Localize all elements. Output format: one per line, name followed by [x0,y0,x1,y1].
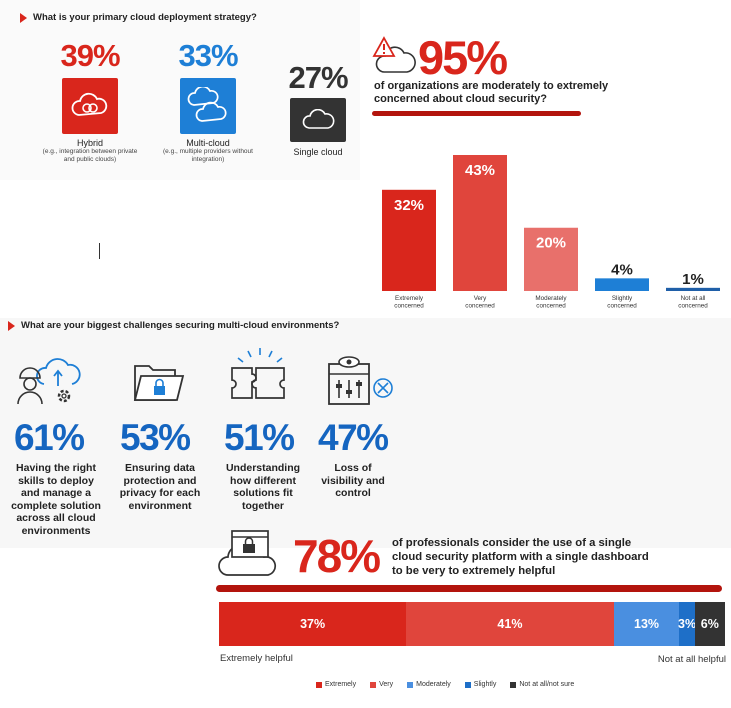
legend-item: Slightly [464,681,497,688]
legend-swatch [316,681,322,688]
cloud-icon [290,98,346,142]
concern-value-label: 32% [394,197,424,214]
challenge-data-pct: 53% [120,417,191,458]
concern-category-label: Extremely [395,295,424,302]
deployment-single: 27% Single cloud [270,60,366,157]
helpful-left-caption: Extremely helpful [220,653,293,664]
challenge-solutions-pct: 51% [224,417,295,458]
multicloud-label: Multi-cloud [186,138,230,148]
multicloud-sub: (e.g., multiple providers without integr… [163,148,253,164]
concern-value-label: 1% [682,271,704,288]
concern-value-label: 4% [611,261,633,278]
legend-item: Extremely [316,681,356,688]
challenge-solutions-text: Understanding how different solutions fi… [225,462,301,512]
security-headline-pct: 95% [418,31,508,84]
security-underline [372,111,581,116]
legend-swatch [510,681,517,688]
locked-folder-icon [133,360,185,409]
legend-swatch [464,681,471,688]
helpful-right-caption: Not at all helpful [657,654,726,665]
concern-category-label: concerned [394,303,424,310]
deployment-question: What is your primary cloud deployment st… [20,12,257,23]
concern-bar [595,278,649,291]
legend-label: Slightly [473,681,497,688]
concern-bar [382,189,436,291]
challenge-skills-text: Having the right skills to deploy and ma… [11,462,101,537]
concern-category-label: Very [474,295,487,302]
legend-label: Very [379,681,394,688]
helpful-segment: 41% [406,602,614,646]
concern-category-label: concerned [607,303,637,310]
concern-bar [453,155,507,291]
concern-bar [666,287,720,291]
helpful-segment: 13% [613,602,680,646]
multicloud-pct: 33% [178,38,238,73]
platform-headline-text: of professionals consider the use of a s… [392,537,649,577]
challenge-visibility-pct: 47% [318,417,389,458]
concern-category-label: concerned [678,303,708,310]
puzzle-icon [228,346,292,411]
helpful-stacked-bar: 37% 41% 13% 3% 6% [219,602,725,646]
text-cursor [99,243,100,259]
legend-item: Not at all/not sure [510,681,574,688]
challenge-visibility-text: Loss of visibility and control [321,462,385,500]
legend-label: Moderately [416,681,451,688]
concern-category-label: concerned [536,303,566,310]
helpful-segment: 3% [678,602,696,646]
platform-underline [216,585,722,592]
legend-label: Not at all/not sure [519,681,575,688]
concern-bar-chart: 32%Extremelyconcerned43%Veryconcerned20%… [382,155,720,310]
concern-category-label: concerned [465,303,495,310]
helpful-legend: Extremely Very Moderately Slightly Not at al… [316,681,574,688]
challenge-data-text: Ensuring data protection and privacy for… [119,462,201,512]
challenges-question: What are your biggest challenges securin… [8,320,339,331]
concern-category-label: Slightly [612,295,633,302]
helpful-segment: 6% [694,602,725,646]
deployment-hybrid: 39% Hybrid (e.g., integration between pr… [40,38,140,164]
deployment-multicloud: 33% Multi-cloud (e.g., multiple provider… [158,38,258,164]
cloud-warning-icon [372,36,420,83]
concern-value-label: 20% [536,235,566,252]
concern-category-label: Not at all [681,295,706,302]
multi-cloud-icon [180,78,236,134]
challenges-panel [0,318,731,548]
legend-swatch [407,681,414,688]
single-pct: 27% [288,60,348,95]
cloud-link-icon [62,78,118,134]
challenge-skills-pct: 61% [14,417,85,458]
arrow-bullet-icon [8,320,15,331]
worker-cloud-icon [14,352,86,413]
legend-swatch [370,681,377,688]
single-label: Single cloud [293,147,343,157]
hybrid-pct: 39% [60,38,120,73]
concern-value-label: 43% [465,162,495,179]
arrow-bullet-icon [20,12,27,23]
eye-controls-icon [327,354,399,411]
legend-item: Very [370,681,393,688]
legend-item: Moderately [407,681,451,688]
cloud-lock-window-icon [214,527,286,588]
legend-label: Extremely [325,681,357,688]
platform-headline-pct: 78% [293,530,381,582]
concern-bar [524,227,578,291]
security-headline-text: of organizations are moderately to extre… [374,80,609,105]
hybrid-sub: (e.g., integration between private and p… [42,148,138,164]
helpful-segment: 37% [219,602,407,646]
concern-category-label: Moderately [535,295,567,302]
hybrid-label: Hybrid [76,138,103,148]
